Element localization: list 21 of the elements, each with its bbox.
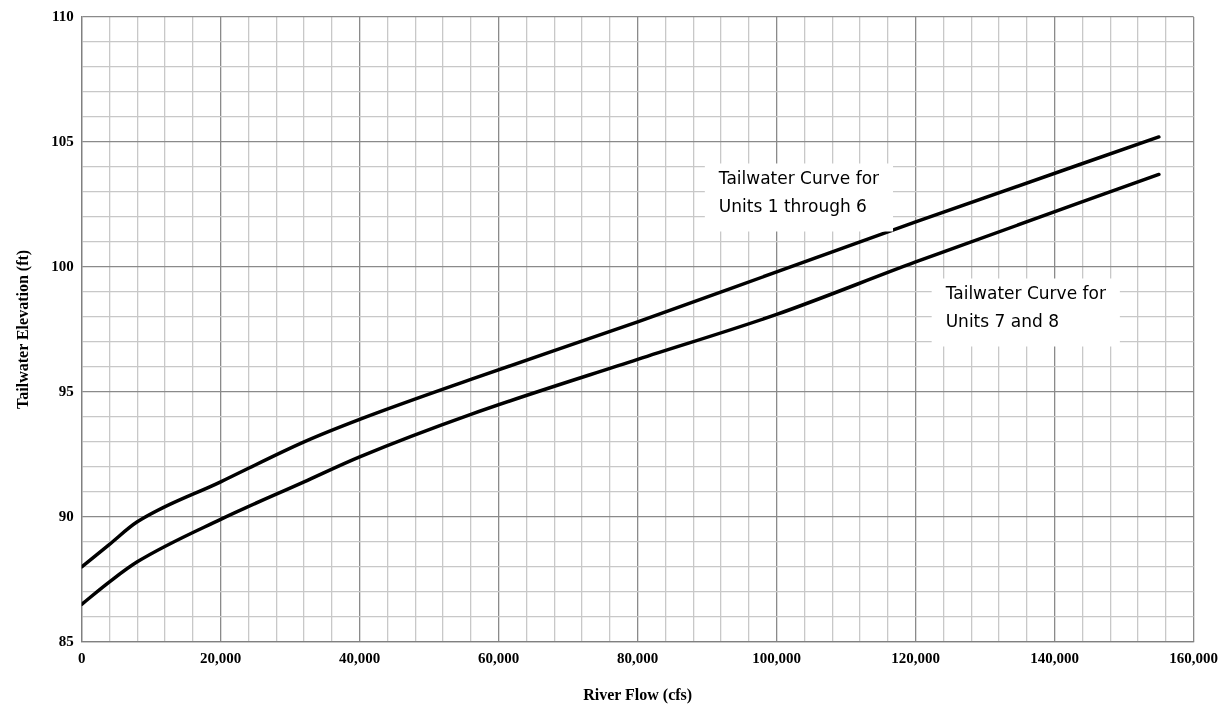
x-axis-title: River Flow (cfs) <box>583 685 693 704</box>
series-label: Tailwater Curve for Units 1 through 6 <box>717 168 880 217</box>
y-tick-label: 100 <box>51 257 74 274</box>
y-tick-label: 90 <box>58 507 74 524</box>
x-tick-label: 20,000 <box>200 649 242 666</box>
y-tick-label: 105 <box>51 132 74 149</box>
x-tick-label: 100,000 <box>752 649 802 666</box>
y-tick-label: 85 <box>58 632 74 649</box>
y-tick-label: 95 <box>58 382 74 399</box>
x-tick-label: 160,000 <box>1169 649 1218 666</box>
series-label: Tailwater Curve for Units 7 and 8 <box>944 283 1106 332</box>
line-series <box>81 135 1161 569</box>
x-tick-label: 80,000 <box>617 649 659 666</box>
x-tick-label: 120,000 <box>891 649 941 666</box>
x-tick-label: 140,000 <box>1030 649 1080 666</box>
x-tick-label: 40,000 <box>339 649 381 666</box>
y-axis-title: Tailwater Elevation (ft) <box>13 249 32 409</box>
x-tick-label: 60,000 <box>478 649 520 666</box>
line-series <box>81 172 1161 607</box>
x-tick-label: 0 <box>77 649 86 666</box>
y-tick-label: 110 <box>52 7 74 24</box>
